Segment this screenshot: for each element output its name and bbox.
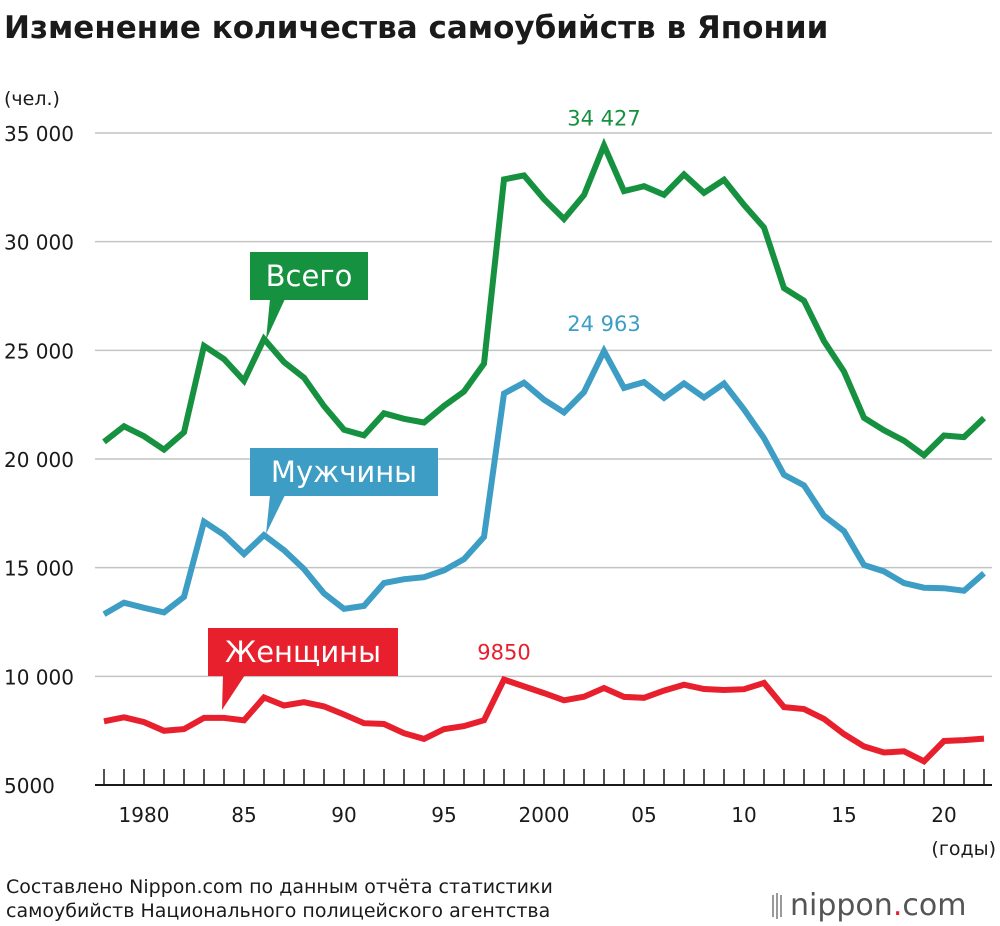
logo-prefix: nippon: [790, 888, 893, 923]
y-tick-label: 35 000: [4, 122, 74, 146]
x-tick-label: 10: [731, 803, 756, 827]
series-callout: Женщины: [208, 628, 398, 710]
callout-pointer: [266, 299, 285, 340]
suicide-trend-chart: Изменение количества самоубийств в Япони…: [0, 0, 1000, 926]
callout-pointer: [222, 675, 245, 710]
x-axis: [95, 769, 992, 785]
x-tick-labels: 1980 85 90 95 2000 05 10 15 20: [119, 803, 957, 827]
x-tick-label: 85: [231, 803, 256, 827]
series-line: [104, 146, 984, 456]
source-note-line-1: Составлено Nippon.com по данным отчёта с…: [6, 876, 553, 898]
y-tick-label: 30 000: [4, 231, 74, 255]
y-tick-label: 5000: [4, 774, 55, 798]
callout-pointer: [266, 495, 285, 534]
series-callout: Всего: [250, 252, 368, 340]
series-legend-label: Всего: [266, 259, 353, 293]
x-tick-label: 2000: [519, 803, 570, 827]
x-tick-label: 1980: [119, 803, 170, 827]
x-tick-label: 15: [831, 803, 856, 827]
logo-bars-icon: [772, 893, 782, 919]
y-tick-label: 15 000: [4, 557, 74, 581]
nippon-logo: nippon.com: [772, 888, 966, 923]
y-axis-unit: (чел.): [4, 88, 60, 110]
peak-value-label: 34 427: [567, 106, 640, 130]
x-axis-unit: (годы): [931, 838, 996, 860]
y-tick-label: 20 000: [4, 448, 74, 472]
x-tick-label: 90: [331, 803, 356, 827]
peak-value-label: 9850: [477, 641, 530, 665]
y-tick-label: 25 000: [4, 339, 74, 363]
peak-value-label: 24 963: [567, 312, 640, 336]
series-callouts: Всего Мужчины Женщины: [208, 252, 438, 710]
x-tick-label: 20: [931, 803, 956, 827]
source-note-line-2: самоубийств Национального полицейского а…: [6, 900, 550, 922]
chart-title: Изменение количества самоубийств в Япони…: [4, 10, 828, 46]
x-tick-label: 95: [431, 803, 456, 827]
logo-suffix: com: [902, 888, 966, 923]
y-tick-labels: 5000 10 000 15 000 20 000 25 000 30 000 35 000: [4, 122, 74, 798]
series-callout: Мужчины: [250, 448, 438, 534]
series-legend-label: Мужчины: [271, 455, 417, 489]
series-legend-label: Женщины: [225, 635, 381, 669]
x-tick-label: 05: [631, 803, 656, 827]
series-line: [104, 680, 984, 762]
y-tick-label: 10 000: [4, 665, 74, 689]
logo-dot: .: [893, 888, 903, 923]
logo-text: nippon.com: [790, 888, 966, 923]
